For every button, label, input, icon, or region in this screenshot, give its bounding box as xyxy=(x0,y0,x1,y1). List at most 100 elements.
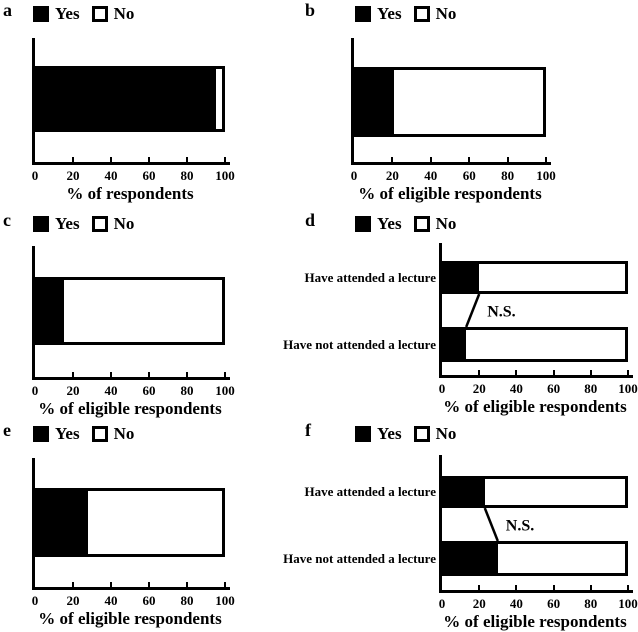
legend-no-label: No xyxy=(113,4,135,23)
ns-connector-line xyxy=(465,293,481,328)
x-axis-tick xyxy=(627,370,629,375)
ns-annotation: N.S. xyxy=(465,293,516,328)
x-axis-tick xyxy=(391,157,394,162)
x-axis-line xyxy=(439,590,633,593)
legend-yes-swatch xyxy=(355,216,371,232)
x-axis-tick-label: 60 xyxy=(547,596,561,611)
x-axis-tick-label: 20 xyxy=(66,168,80,183)
x-axis-tick-label: 80 xyxy=(180,593,194,608)
legend-no-swatch xyxy=(413,6,430,22)
legend-no-swatch xyxy=(91,6,108,22)
y-axis-line xyxy=(439,455,442,593)
x-axis-line xyxy=(32,587,230,590)
plot-area: 0 20 40 60 80 100 xyxy=(32,38,235,183)
x-axis-tick-label: 60 xyxy=(462,168,476,183)
legend-yes-swatch xyxy=(33,426,49,442)
panel-letter: e xyxy=(3,420,11,440)
x-axis-label: % of eligible respondents xyxy=(38,399,222,418)
legend-yes-label: Yes xyxy=(377,214,402,233)
x-axis-tick-label: 60 xyxy=(547,381,561,396)
x-axis-tick xyxy=(515,370,518,375)
legend-no-swatch xyxy=(91,426,108,442)
x-axis-tick xyxy=(110,582,112,587)
y-axis-line xyxy=(439,243,442,378)
x-axis-tick xyxy=(468,157,471,162)
x-axis-tick-label: 40 xyxy=(424,168,438,183)
x-axis-label: % of respondents xyxy=(66,184,194,203)
legend-yes-swatch xyxy=(355,6,371,22)
x-axis-tick-label: 0 xyxy=(31,383,39,398)
x-axis-tick xyxy=(148,157,150,162)
x-axis-tick xyxy=(478,370,481,375)
legend-yes-swatch xyxy=(33,6,49,22)
stacked-bar xyxy=(32,277,225,345)
panel-letter: f xyxy=(305,420,311,440)
legend-yes-label: Yes xyxy=(55,4,80,23)
panel-letter: a xyxy=(3,0,12,20)
stacked-bar xyxy=(32,66,225,132)
x-axis-tick-label: 40 xyxy=(104,593,118,608)
x-axis-tick-label: 80 xyxy=(180,383,194,398)
legend-no-label: No xyxy=(435,4,457,23)
ns-annotation: N.S. xyxy=(483,507,534,542)
x-axis-tick-label: 20 xyxy=(66,383,80,398)
category-label: Have not attended a lecture xyxy=(283,550,436,566)
x-axis-tick-label: 20 xyxy=(385,168,399,183)
category-label: Have not attended a lecture xyxy=(283,336,436,352)
plot-area: 0 20 40 60 80 100 N.S. xyxy=(439,455,638,611)
legend-yes-swatch xyxy=(355,426,371,442)
x-axis-tick-label: 100 xyxy=(536,168,556,183)
plot-area: 0 20 40 60 80 100 N.S. xyxy=(439,243,638,396)
yes-segment xyxy=(35,69,216,129)
stacked-bar xyxy=(439,261,628,294)
x-axis-tick-label: 40 xyxy=(104,383,118,398)
legend-no-label: No xyxy=(435,424,457,443)
ns-label: N.S. xyxy=(487,304,515,321)
yes-segment xyxy=(35,280,64,342)
x-axis-tick-label: 20 xyxy=(66,593,80,608)
x-axis-tick xyxy=(224,157,226,162)
x-axis-tick xyxy=(545,157,547,162)
x-axis-tick-label: 80 xyxy=(584,596,598,611)
stacked-bar xyxy=(351,67,546,137)
stacked-bar xyxy=(32,488,225,557)
plot-area: 0 20 40 60 80 100 xyxy=(351,38,556,183)
x-axis-tick xyxy=(148,582,150,587)
yes-segment xyxy=(354,70,395,134)
x-axis-tick xyxy=(186,157,188,162)
x-axis-tick-label: 60 xyxy=(142,383,156,398)
legend-yes-label: Yes xyxy=(55,424,80,443)
x-axis-tick xyxy=(186,582,188,587)
stacked-bar xyxy=(439,541,628,576)
legend-no-swatch xyxy=(413,426,430,442)
x-axis-line xyxy=(439,375,633,378)
legend-no-swatch xyxy=(91,216,108,232)
x-axis-tick-label: 20 xyxy=(472,596,486,611)
category-label: Have attended a lecture xyxy=(304,484,436,499)
x-axis-tick xyxy=(148,372,150,377)
legend-yes-swatch xyxy=(33,216,49,232)
plot-area: 0 20 40 60 80 100 xyxy=(32,458,235,608)
x-axis-tick-label: 0 xyxy=(438,381,446,396)
legend: Yes No xyxy=(33,424,146,443)
x-axis-tick xyxy=(552,370,555,375)
legend: Yes No xyxy=(33,214,146,233)
legend-no-label: No xyxy=(113,214,135,233)
panel-a: a Yes No 0 20 40 60 80 100 % of respondents xyxy=(0,0,300,210)
legend-yes-label: Yes xyxy=(377,4,402,23)
x-axis-tick xyxy=(72,157,74,162)
ns-label: N.S. xyxy=(506,518,534,535)
x-axis-tick xyxy=(224,372,226,377)
legend: Yes No xyxy=(33,4,146,23)
legend-no-swatch xyxy=(413,216,430,232)
legend-no-label: No xyxy=(435,214,457,233)
legend-yes-label: Yes xyxy=(55,214,80,233)
x-axis-tick-label: 80 xyxy=(501,168,515,183)
x-axis-tick xyxy=(478,585,481,590)
panel-letter: d xyxy=(305,210,316,230)
stacked-bar xyxy=(439,327,628,362)
x-axis-tick-label: 40 xyxy=(104,168,118,183)
ns-connector-line xyxy=(483,507,499,542)
x-axis-tick-label: 0 xyxy=(31,168,39,183)
